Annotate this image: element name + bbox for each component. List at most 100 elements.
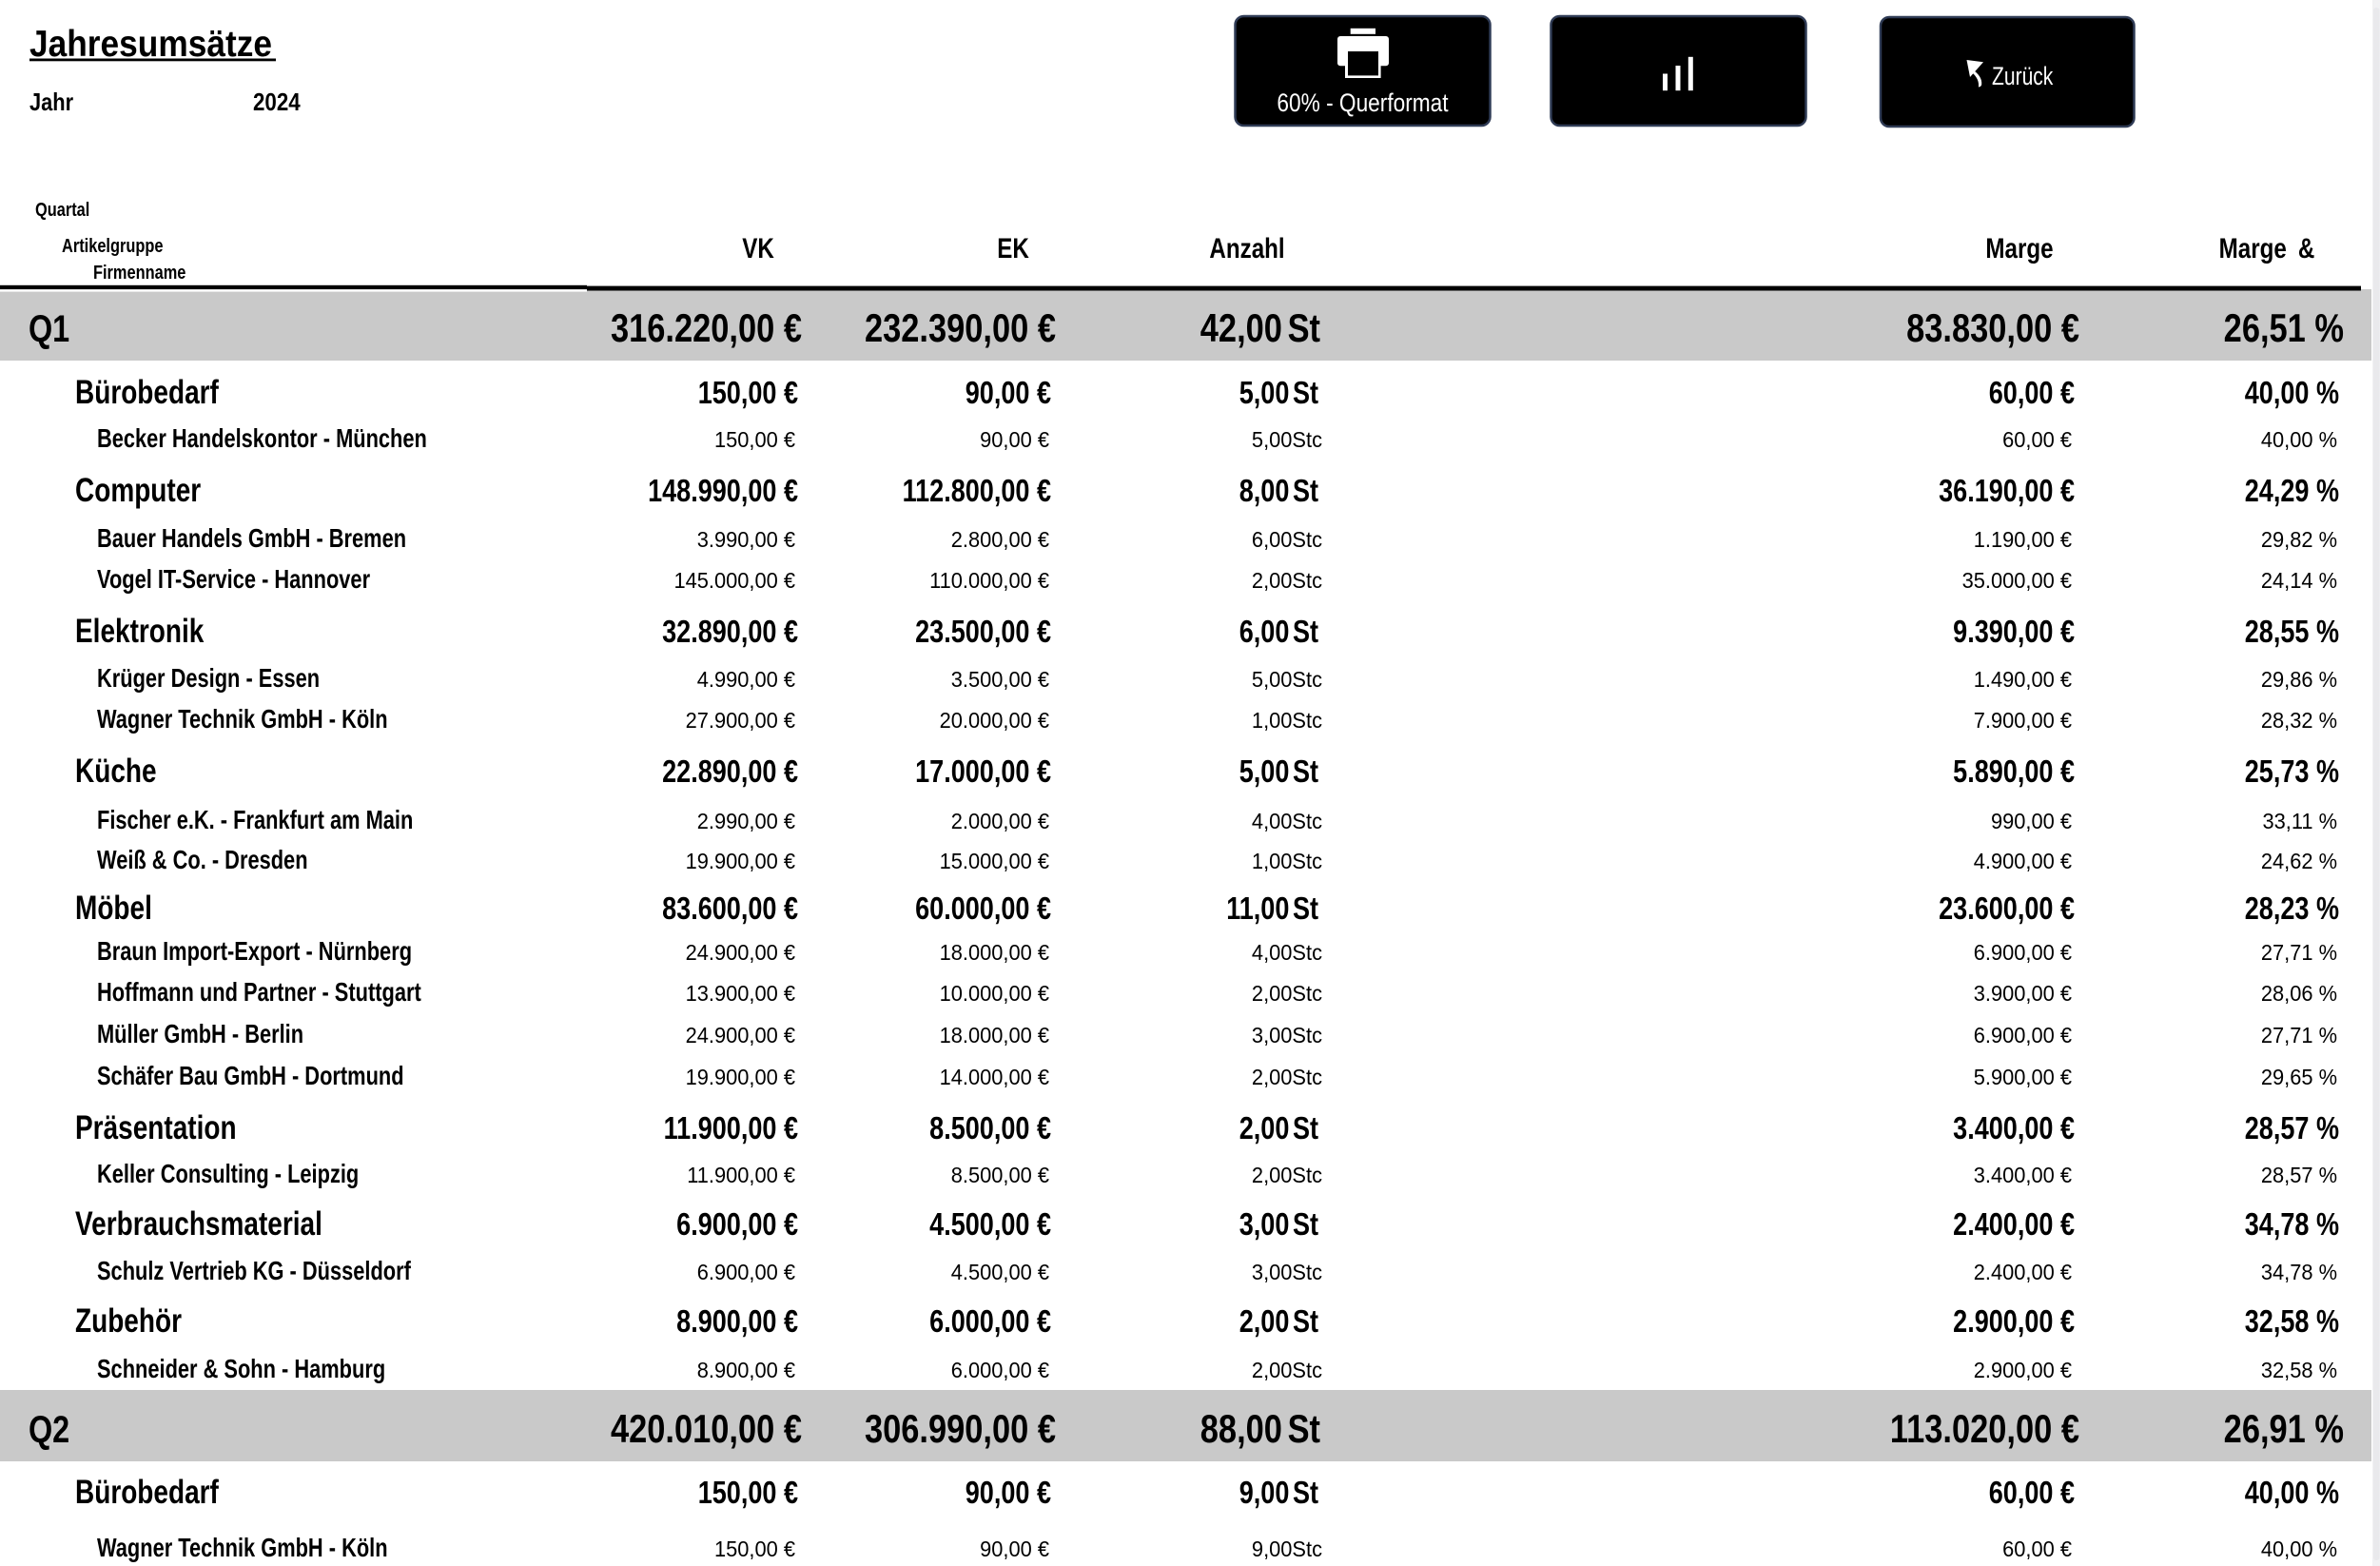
svg-text:4.500,00 €: 4.500,00 € xyxy=(929,1208,1051,1243)
svg-text:27,71 %: 27,71 % xyxy=(2261,940,2337,965)
svg-text:110.000,00 €: 110.000,00 € xyxy=(929,568,1049,593)
svg-text:EK: EK xyxy=(997,233,1029,264)
svg-text:2,00Stc: 2,00Stc xyxy=(1252,1358,1322,1382)
svg-text:Quartal: Quartal xyxy=(35,198,89,220)
svg-text:Firmenname: Firmenname xyxy=(93,261,185,283)
svg-text:Vogel IT-Service - Hannover: Vogel IT-Service - Hannover xyxy=(97,564,370,594)
svg-text:28,32 %: 28,32 % xyxy=(2261,708,2337,733)
svg-text:83.830,00 €: 83.830,00 € xyxy=(1906,306,2079,351)
svg-text:3,00Stc: 3,00Stc xyxy=(1252,1023,1322,1047)
svg-text:3,00Stc: 3,00Stc xyxy=(1252,1260,1322,1284)
svg-text:6.000,00 €: 6.000,00 € xyxy=(951,1358,1050,1382)
svg-text:40,00 %: 40,00 % xyxy=(2261,427,2337,452)
svg-text:6.000,00 €: 6.000,00 € xyxy=(929,1305,1051,1340)
svg-text:2,00 St: 2,00 St xyxy=(1239,1112,1318,1146)
svg-text:4.990,00 €: 4.990,00 € xyxy=(697,667,796,692)
svg-text:2.800,00 €: 2.800,00 € xyxy=(951,527,1050,552)
svg-text:150,00 €: 150,00 € xyxy=(698,1477,798,1511)
svg-text:27,71 %: 27,71 % xyxy=(2261,1023,2337,1047)
svg-text:113.020,00 €: 113.020,00 € xyxy=(1890,1407,2079,1452)
svg-text:15.000,00 €: 15.000,00 € xyxy=(940,849,1050,873)
svg-text:28,55 %: 28,55 % xyxy=(2245,616,2339,650)
svg-text:26,91 %: 26,91 % xyxy=(2224,1407,2344,1452)
svg-text:Wagner Technik GmbH - Köln: Wagner Technik GmbH - Köln xyxy=(97,704,388,734)
svg-text:23.600,00 €: 23.600,00 € xyxy=(1939,892,2075,927)
svg-text:3.400,00 €: 3.400,00 € xyxy=(1953,1112,2075,1146)
svg-text:6,00 St: 6,00 St xyxy=(1239,616,1318,650)
svg-text:Bürobedarf: Bürobedarf xyxy=(75,1473,219,1511)
svg-text:Braun Import-Export - Nürnberg: Braun Import-Export - Nürnberg xyxy=(97,936,412,966)
svg-text:9,00 St: 9,00 St xyxy=(1239,1477,1318,1511)
svg-text:Keller Consulting - Leipzig: Keller Consulting - Leipzig xyxy=(97,1159,359,1188)
svg-text:13.900,00 €: 13.900,00 € xyxy=(686,981,796,1006)
svg-text:19.900,00 €: 19.900,00 € xyxy=(686,1065,796,1089)
svg-text:1,00Stc: 1,00Stc xyxy=(1252,849,1322,873)
svg-text:Becker Handelskontor - München: Becker Handelskontor - München xyxy=(97,423,427,453)
svg-text:112.800,00 €: 112.800,00 € xyxy=(903,475,1052,509)
svg-text:Möbel: Möbel xyxy=(75,889,152,927)
svg-text:28,57 %: 28,57 % xyxy=(2245,1112,2339,1146)
svg-text:Zubehör: Zubehör xyxy=(75,1302,182,1340)
svg-text:23.500,00 €: 23.500,00 € xyxy=(915,616,1051,650)
svg-text:11.900,00 €: 11.900,00 € xyxy=(664,1112,799,1146)
svg-text:60,00 €: 60,00 € xyxy=(2002,1537,2072,1561)
svg-text:24.900,00 €: 24.900,00 € xyxy=(686,1023,796,1047)
svg-text:40,00 %: 40,00 % xyxy=(2245,377,2339,411)
svg-text:150,00 €: 150,00 € xyxy=(714,1537,796,1561)
svg-text:34,78 %: 34,78 % xyxy=(2245,1208,2339,1243)
svg-text:6.900,00 €: 6.900,00 € xyxy=(1974,1023,2073,1047)
svg-text:83.600,00 €: 83.600,00 € xyxy=(662,892,798,927)
svg-text:4,00Stc: 4,00Stc xyxy=(1252,940,1322,965)
svg-text:60,00 €: 60,00 € xyxy=(1989,1477,2075,1511)
svg-text:90,00 €: 90,00 € xyxy=(966,1477,1051,1511)
svg-text:4,00Stc: 4,00Stc xyxy=(1252,809,1322,833)
svg-text:18.000,00 €: 18.000,00 € xyxy=(940,1023,1050,1047)
svg-text:60.000,00 €: 60.000,00 € xyxy=(915,892,1051,927)
svg-text:2,00Stc: 2,00Stc xyxy=(1252,1065,1322,1089)
svg-text:Bauer Handels GmbH - Bremen: Bauer Handels GmbH - Bremen xyxy=(97,523,406,553)
svg-text:8.900,00 €: 8.900,00 € xyxy=(676,1305,798,1340)
svg-text:2,00Stc: 2,00Stc xyxy=(1252,568,1322,593)
svg-text:2.900,00 €: 2.900,00 € xyxy=(1953,1305,2075,1340)
svg-text:9,00Stc: 9,00Stc xyxy=(1252,1537,1322,1561)
svg-text:Schäfer Bau GmbH - Dortmund: Schäfer Bau GmbH - Dortmund xyxy=(97,1061,404,1090)
svg-text:2024: 2024 xyxy=(253,88,301,116)
svg-text:6.900,00 €: 6.900,00 € xyxy=(676,1208,798,1243)
svg-text:3,00 St: 3,00 St xyxy=(1239,1208,1318,1243)
svg-text:Marge: Marge xyxy=(1985,233,2053,264)
svg-text:Q2: Q2 xyxy=(29,1408,69,1451)
svg-text:3.900,00 €: 3.900,00 € xyxy=(1974,981,2073,1006)
svg-text:3.400,00 €: 3.400,00 € xyxy=(1974,1163,2073,1187)
svg-text:2,00Stc: 2,00Stc xyxy=(1252,1163,1322,1187)
svg-text:5,00 St: 5,00 St xyxy=(1239,377,1318,411)
svg-text:60% - Querformat: 60% - Querformat xyxy=(1277,88,1448,117)
svg-text:2.900,00 €: 2.900,00 € xyxy=(1974,1358,2073,1382)
svg-text:32,58 %: 32,58 % xyxy=(2261,1358,2337,1382)
svg-text:60,00 €: 60,00 € xyxy=(1989,377,2075,411)
svg-text:2.400,00 €: 2.400,00 € xyxy=(1953,1208,2075,1243)
svg-text:2.000,00 €: 2.000,00 € xyxy=(951,809,1050,833)
svg-text:20.000,00 €: 20.000,00 € xyxy=(940,708,1050,733)
svg-text:11,00 St: 11,00 St xyxy=(1226,892,1318,927)
svg-text:Zurück: Zurück xyxy=(1992,63,2054,91)
svg-text:90,00 €: 90,00 € xyxy=(966,377,1051,411)
svg-text:316.220,00 €: 316.220,00 € xyxy=(611,306,802,351)
svg-text:34,78 %: 34,78 % xyxy=(2261,1260,2337,1284)
svg-text:90,00 €: 90,00 € xyxy=(980,1537,1049,1561)
svg-text:4.900,00 €: 4.900,00 € xyxy=(1974,849,2073,873)
svg-text:5,00Stc: 5,00Stc xyxy=(1252,427,1322,452)
svg-text:Marge &: Marge & xyxy=(2219,233,2315,264)
svg-text:VK: VK xyxy=(742,233,774,264)
svg-text:28,57 %: 28,57 % xyxy=(2261,1163,2337,1187)
svg-text:1.190,00 €: 1.190,00 € xyxy=(1974,527,2073,552)
svg-text:420.010,00 €: 420.010,00 € xyxy=(611,1407,802,1452)
svg-text:22.890,00 €: 22.890,00 € xyxy=(662,755,798,790)
svg-text:Elektronik: Elektronik xyxy=(75,612,205,650)
svg-text:42,00 St: 42,00 St xyxy=(1200,306,1320,351)
svg-text:7.900,00 €: 7.900,00 € xyxy=(1974,708,2073,733)
svg-text:Anzahl: Anzahl xyxy=(1209,233,1284,264)
svg-text:28,06 %: 28,06 % xyxy=(2261,981,2337,1006)
svg-text:4.500,00 €: 4.500,00 € xyxy=(951,1260,1050,1284)
svg-text:29,86 %: 29,86 % xyxy=(2261,667,2337,692)
svg-text:24,29 %: 24,29 % xyxy=(2245,475,2339,509)
